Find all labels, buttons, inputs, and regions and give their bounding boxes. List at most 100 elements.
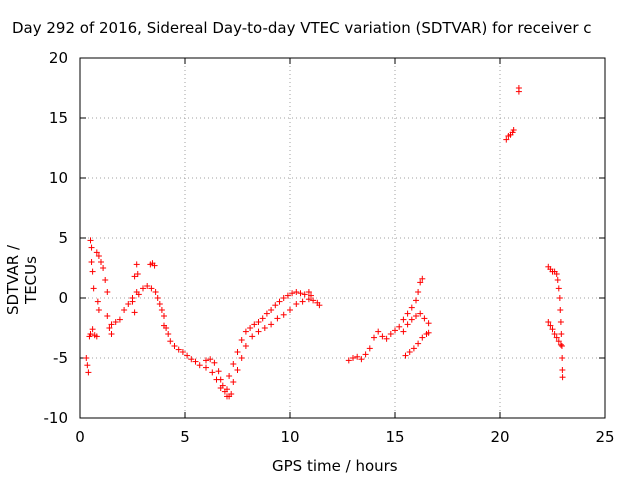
data-point [358,356,365,363]
data-point [156,301,163,307]
data-point [158,307,165,313]
data-point [179,349,186,355]
data-point [85,369,92,376]
data-point [274,315,281,322]
data-point [192,358,199,365]
data-point [297,290,304,297]
data-point [255,328,262,335]
data-point [515,88,522,95]
data-point [417,310,424,317]
data-point [354,353,361,360]
data-point [93,333,100,340]
data-point [554,277,561,283]
y-tick-label: 20 [49,49,68,67]
data-point [161,313,167,319]
data-point [406,349,413,355]
data-point [238,337,245,343]
data-point [133,261,140,268]
data-point [230,379,237,385]
data-point [108,331,115,337]
data-point [387,331,394,337]
data-point [228,391,235,397]
data-point [559,355,566,361]
data-point [203,364,209,371]
data-points [83,85,566,400]
data-point [263,310,270,317]
plot-frame [79,57,606,419]
data-point [410,345,417,352]
data-point [383,335,390,342]
data-point [280,295,287,301]
data-point [425,329,432,336]
data-point [371,334,377,341]
data-point [510,127,517,133]
data-point [175,346,182,353]
data-point [375,328,382,335]
data-point [293,289,300,295]
data-point [171,343,178,349]
data-point [415,340,422,347]
y-tick-label: 5 [58,229,68,247]
data-point [392,327,398,334]
data-point [144,283,151,289]
data-point [402,352,409,359]
data-point [251,321,258,328]
data-point [310,297,317,304]
data-point [268,307,275,313]
data-point [362,351,369,358]
data-point [154,295,161,301]
data-point [131,273,138,280]
data-point [553,271,560,277]
x-tick-label: 5 [180,428,190,446]
data-point [425,320,432,327]
data-point [305,296,312,303]
data-point [211,359,218,366]
data-point [203,357,209,364]
data-point [558,331,565,337]
data-point [255,319,262,325]
data-point [555,338,562,345]
data-point [148,285,155,292]
data-point [83,355,90,361]
data-point [419,275,426,282]
data-point [224,386,230,393]
data-point [559,367,566,373]
data-point [134,271,141,277]
data-point [293,301,300,307]
data-point [121,307,128,313]
data-point [301,291,308,298]
data-point [238,355,245,361]
y-tick-label: 0 [58,289,68,307]
data-point [268,321,275,328]
data-point [247,325,254,331]
data-point [88,259,95,265]
data-point [555,285,562,292]
data-point [421,315,428,322]
data-point [400,316,407,323]
data-point [545,319,552,325]
data-point [161,322,167,329]
y-tick-label: 15 [49,109,68,127]
data-point [549,326,556,333]
data-point [112,319,119,325]
data-point [209,369,216,376]
data-point [547,322,554,329]
data-point [259,315,266,322]
data-point [289,290,296,297]
data-point [95,307,102,313]
data-point [558,343,565,349]
data-point [404,310,411,317]
data-point [106,325,113,331]
data-point [413,297,419,304]
x-tick-label: 25 [595,428,614,446]
y-tick-label: -5 [53,349,68,367]
x-tick-label: 0 [75,428,85,446]
data-point [350,355,356,361]
data-point [299,298,306,305]
data-point [400,328,407,335]
data-point [165,331,172,337]
data-point [249,333,256,340]
data-point [98,259,104,265]
chart-title: Day 292 of 2016, Sidereal Day-to-day VTE… [12,19,592,37]
grid-lines [80,58,605,418]
